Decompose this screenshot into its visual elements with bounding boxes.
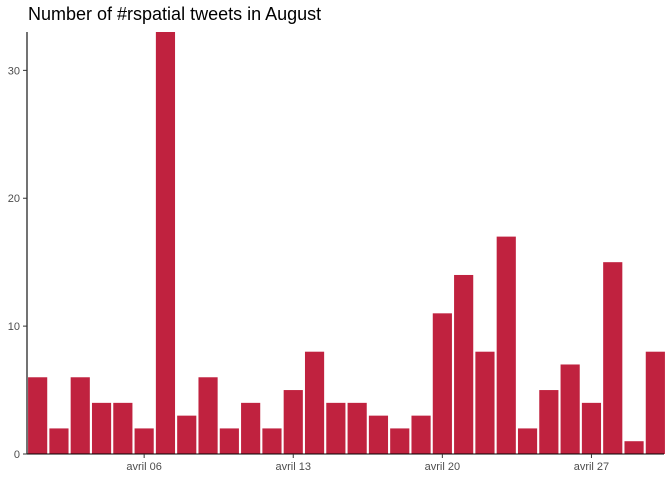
bar-2019-04-27 — [581, 402, 602, 454]
bar-2019-04-03 — [70, 377, 90, 454]
bar-2019-04-16 — [347, 402, 367, 454]
bar-2019-04-12 — [262, 428, 282, 454]
bar-2019-04-05 — [113, 402, 133, 454]
bar-2019-04-17 — [368, 415, 389, 454]
bar-2019-04-09 — [198, 377, 218, 454]
y-tick-label-30: 30 — [8, 65, 20, 77]
bar-2019-04-30 — [645, 351, 665, 454]
bar-2019-04-26 — [560, 364, 580, 454]
bar-2019-04-28 — [603, 262, 623, 454]
bar-2019-04-02 — [49, 428, 69, 454]
bar-2019-04-21 — [454, 274, 474, 454]
bar-2019-04-10 — [219, 428, 239, 454]
chart-title: Number of #rspatial tweets in August — [28, 4, 322, 24]
bar-2019-04-22 — [475, 351, 495, 454]
bar-2019-04-24 — [517, 428, 538, 454]
bar-2019-04-14 — [304, 351, 325, 454]
bar-2019-04-18 — [390, 428, 410, 454]
bar-2019-04-20 — [432, 313, 452, 454]
x-tick-label-2019-04-27: avril 27 — [574, 461, 609, 473]
bar-2019-04-23 — [496, 236, 516, 454]
bar-2019-04-01 — [28, 377, 48, 454]
bar-2019-04-15 — [326, 402, 346, 454]
bar-2019-04-06 — [134, 428, 154, 454]
bar-2019-04-07 — [155, 32, 176, 454]
x-tick-label-2019-04-20: avril 20 — [425, 461, 460, 473]
x-tick-label-2019-04-13: avril 13 — [276, 461, 311, 473]
bar-2019-04-11 — [241, 402, 261, 454]
bar-2019-04-19 — [411, 415, 431, 454]
bar-2019-04-04 — [91, 402, 112, 454]
bar-2019-04-25 — [539, 390, 559, 454]
x-tick-label-2019-04-06: avril 06 — [126, 461, 161, 473]
bar-2019-04-29 — [624, 441, 644, 454]
bar-2019-04-08 — [177, 415, 197, 454]
y-tick-label-0: 0 — [14, 449, 20, 461]
bar-2019-04-13 — [283, 390, 303, 454]
y-tick-label-10: 10 — [8, 321, 20, 333]
y-tick-label-20: 20 — [8, 193, 20, 205]
